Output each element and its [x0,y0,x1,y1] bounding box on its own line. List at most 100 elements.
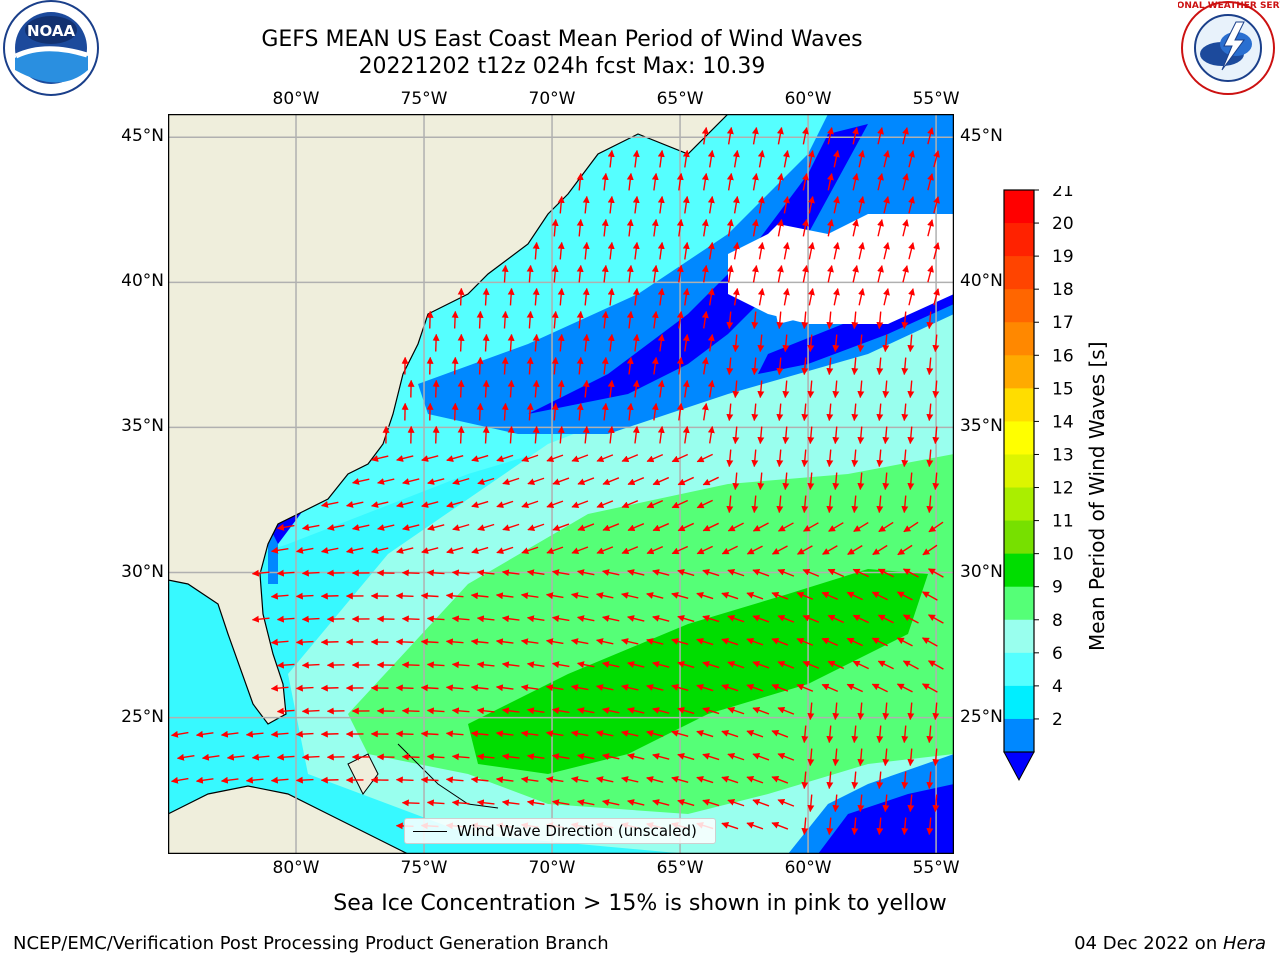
wind-arrow [682,287,690,306]
wind-arrow [557,241,565,260]
wind-arrow [701,264,709,283]
wind-arrow [676,172,684,191]
lon-tick-label-bottom: 75°W [400,858,448,878]
wind-arrow [526,615,545,623]
wind-arrow [402,524,420,531]
wind-arrow [451,402,459,421]
wind-arrow [476,402,484,421]
wind-arrow [445,776,464,784]
noaa-logo: NOAA [3,0,99,96]
wind-arrow [671,730,689,738]
wind-arrow [627,615,645,622]
wind-arrow [832,748,840,767]
wind-arrow [846,591,864,601]
wind-arrow [220,776,239,784]
wind-arrow [776,172,784,191]
wind-arrow [877,219,884,237]
wind-arrow [371,547,389,554]
colorbar-tick-label: 2 [1052,710,1063,730]
wind-arrow [876,311,884,330]
wind-arrow [427,524,445,531]
wind-arrow [646,499,664,509]
wind-arrow [577,523,595,532]
wind-arrow [626,402,634,421]
wind-arrow [702,798,720,807]
legend-label: Wind Wave Direction (unscaled) [457,822,697,840]
wind-arrow [495,684,514,692]
wind-arrow [657,241,665,260]
wind-arrow [721,591,739,600]
wind-arrow [602,569,620,576]
wind-arrow [401,707,420,715]
wind-arrow [852,614,869,624]
wind-arrow [602,523,620,532]
colorbar-segment [1004,520,1034,555]
wind-arrow [276,753,295,761]
wind-arrow [602,707,620,714]
wind-arrow [551,615,570,623]
wind-arrow [526,310,534,329]
wind-arrow [751,357,759,376]
wind-arrow [921,683,938,693]
wind-arrow [452,477,470,485]
wind-arrow [846,683,864,693]
wind-arrow [551,707,570,715]
wind-arrow [602,753,620,760]
wind-arrow [851,357,859,376]
wind-arrow [651,310,659,329]
wind-arrow [877,265,884,283]
wind-arrow [732,287,740,306]
wind-arrow [377,524,395,531]
wind-arrow [871,637,888,647]
wind-arrow [932,380,940,399]
wind-arrow [796,591,814,600]
wind-arrow [651,172,659,191]
wind-arrow [295,546,314,554]
wind-arrow [596,776,614,783]
wind-arrow [832,472,840,491]
wind-arrow [576,753,595,761]
wind-arrow [526,753,545,761]
wind-arrow [326,524,345,531]
colorbar-segment [1004,652,1034,687]
wind-arrow [621,684,639,691]
colorbar-segment [1004,421,1034,455]
wind-arrow [932,472,940,491]
wind-arrow [727,660,745,669]
wind-arrow [903,521,919,533]
wind-arrow [883,288,890,306]
wind-arrow [883,242,890,260]
wind-arrow [476,615,495,623]
wind-arrow [821,683,839,693]
colorbar-segment [1004,256,1034,290]
wind-arrow [426,615,445,623]
wind-arrow [726,495,734,514]
wind-arrow [847,544,863,556]
wind-arrow [852,660,869,670]
wind-arrow [896,637,913,647]
wind-arrow [696,499,713,509]
wind-arrow [832,794,840,813]
wind-arrow [546,546,564,555]
wind-arrow [851,311,859,330]
wind-arrow [833,150,840,168]
wind-arrow [526,402,534,421]
wind-arrow [482,333,490,352]
wind-arrow [276,615,295,623]
wind-arrow [933,288,940,306]
wind-arrow [908,242,915,260]
wind-arrow [402,478,420,485]
chart-title: GEFS MEAN US East Coast Mean Period of W… [261,27,863,52]
colorbar-tick-label: 8 [1052,611,1063,631]
wind-arrow [621,454,639,463]
wind-arrow [852,219,859,237]
wind-arrow [902,127,909,145]
wind-arrow [727,798,745,807]
wind-arrow [852,265,859,283]
wind-arrow [751,264,759,283]
wind-arrow [732,472,740,491]
wind-arrow [295,730,314,738]
wind-arrow [877,660,894,670]
wind-arrow [601,356,609,375]
wind-arrow [871,683,888,693]
